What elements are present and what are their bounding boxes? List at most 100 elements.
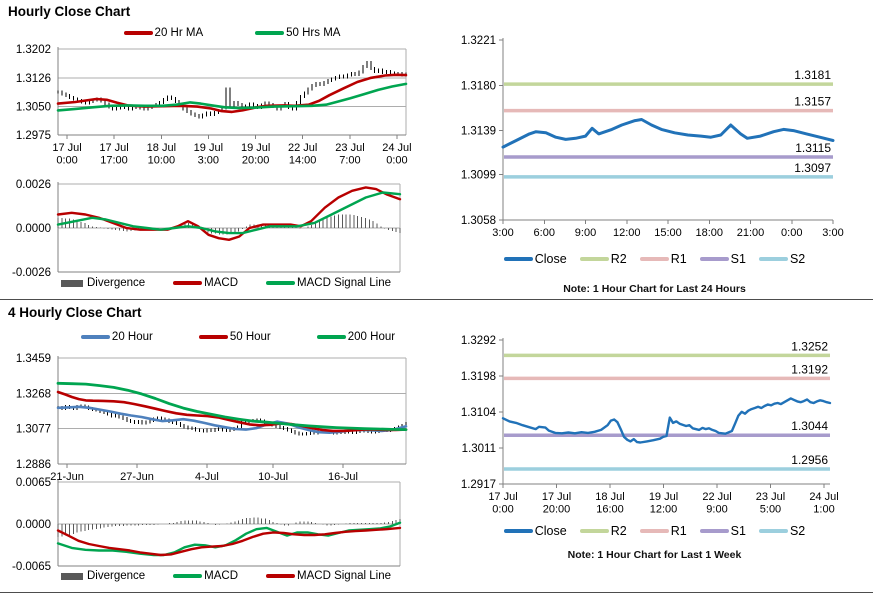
- y-tick-label: 1.3198: [461, 371, 496, 383]
- y-tick-label: 0.0000: [16, 519, 51, 531]
- legend-label: 20 Hour: [111, 331, 153, 343]
- hourly-macd-chart: 0.0026 0.0000 -0.0026: [0, 170, 436, 276]
- series-line-close: [501, 118, 835, 149]
- section-title-hourly: Hourly Close Chart: [8, 4, 131, 19]
- y-tick-label: 1.3011: [462, 443, 496, 455]
- legend-swatch-bar: [60, 572, 83, 580]
- fourhour_macd-svg: 0.0065 0.0000 -0.0065: [12, 477, 402, 571]
- x-tick-label: 22 Jul 9:00: [702, 491, 731, 516]
- legend-item: S1: [699, 524, 746, 538]
- legend-label: S1: [730, 524, 746, 538]
- y-tick-label: 1.3058: [461, 215, 496, 227]
- legend-label: 200 Hour: [347, 331, 396, 343]
- legend-swatch-line: [266, 281, 296, 285]
- legend-fourhour-macd: Divergence MACD MACD Signal Line: [50, 570, 402, 582]
- x-tick-label: 6:00: [534, 227, 555, 239]
- y-tick-label: 0.0000: [16, 223, 51, 235]
- legend-swatch-line: [503, 529, 533, 533]
- series-line-macd: [56, 186, 402, 242]
- legend-swatch-line: [198, 335, 228, 339]
- legend-item: R1: [639, 524, 687, 538]
- series-line-50-hrs-ma: [56, 82, 408, 112]
- legend-hourly-pivot: Close R2 R1 S1 S2: [446, 252, 863, 266]
- legend-item: Divergence: [60, 570, 146, 582]
- legend-label: R2: [610, 252, 627, 266]
- legend-swatch-line: [255, 31, 285, 35]
- legend-item: 20 Hour: [80, 331, 153, 343]
- legend-item: Close: [503, 524, 567, 538]
- legend-item: MACD: [173, 277, 238, 289]
- pivot-label-r2: 1.3181: [794, 68, 831, 82]
- x-tick-label: 4-Jul: [195, 471, 219, 483]
- x-tick-label: 24 Jul 1:00: [809, 491, 838, 516]
- x-tick-label: 9:00: [575, 227, 596, 239]
- legend-item: R1: [639, 252, 687, 266]
- legend-swatch-line: [639, 529, 669, 533]
- y-tick-label: 1.3050: [16, 102, 51, 114]
- legend-item: MACD: [173, 570, 238, 582]
- x-tick-label: 17 Jul 20:00: [542, 491, 571, 516]
- series-line-20-hr-ma: [56, 73, 408, 114]
- pivot-label-r2: 1.3252: [791, 339, 828, 353]
- legend-item: MACD Signal Line: [266, 277, 391, 289]
- section-title-fourhourly: 4 Hourly Close Chart: [8, 305, 142, 320]
- legend-swatch-line: [758, 529, 788, 533]
- y-tick-label: -0.0065: [12, 561, 51, 571]
- legend-label: S2: [789, 252, 806, 266]
- legend-item: Divergence: [60, 277, 146, 289]
- fourhour-pivot-chart: 1.3292 1.3198 1.3104 1.3011 1.2917 17 Jul 0:00…: [436, 330, 873, 525]
- legend-label: S2: [789, 524, 806, 538]
- legend-label: R1: [670, 252, 687, 266]
- hourly-close-chart: 1.3202 1.3126 1.3050 1.2975 17 Jul 0:00 17 Jul…: [0, 42, 436, 172]
- pivot-label-s2: 1.2956: [791, 453, 828, 467]
- legend-label: MACD Signal Line: [297, 277, 391, 289]
- y-tick-label: 1.3077: [16, 424, 51, 436]
- y-tick-label: 1.2975: [16, 130, 51, 142]
- x-tick-label: 21:00: [737, 227, 765, 239]
- legend-label: Divergence: [86, 570, 146, 582]
- hourly-pivot-chart: 1.3221 1.3180 1.3139 1.3099 1.3058 3:00 6:00 9:…: [436, 30, 873, 250]
- section-divider: [0, 299, 873, 300]
- x-tick-label: 24 Jul 0:00: [382, 142, 411, 167]
- legend-item: Close: [503, 252, 567, 266]
- legend-swatch-line: [699, 529, 729, 533]
- legend-swatch-line: [80, 335, 110, 339]
- pivot-label-s1: 1.3044: [791, 419, 828, 433]
- legend-item: R2: [579, 524, 627, 538]
- legend-hourly-macd: Divergence MACD MACD Signal Line: [50, 277, 402, 289]
- x-tick-label: 23 Jul 5:00: [756, 491, 785, 516]
- y-tick-label: 1.3139: [461, 126, 496, 138]
- note-hourly: Note: 1 Hour Chart for Last 24 Hours: [563, 283, 746, 295]
- x-tick-label: 19 Jul 12:00: [649, 491, 678, 516]
- x-tick-label: 18 Jul 10:00: [147, 142, 176, 167]
- legend-label: S1: [730, 252, 746, 266]
- legend-swatch-bar: [60, 279, 83, 287]
- x-tick-label: 17 Jul 17:00: [99, 142, 128, 167]
- pivot-label-s2: 1.3097: [794, 161, 831, 175]
- legend-swatch-line: [173, 574, 203, 578]
- x-tick-label: 19 Jul 3:00: [194, 142, 223, 167]
- legend-label: Close: [534, 252, 567, 266]
- legend-item: S2: [758, 252, 806, 266]
- legend-item: 50 Hour: [198, 331, 271, 343]
- legend-swatch-line: [123, 31, 153, 35]
- pivot-label-r1: 1.3192: [791, 362, 828, 376]
- legend-label: Close: [534, 524, 567, 538]
- legend-swatch-line: [173, 281, 203, 285]
- fourhour-close-chart: 1.3459 1.3268 1.3077 1.2886 21-Jun 27-Jun 4-Ju…: [0, 348, 436, 488]
- y-tick-label: 1.3268: [16, 388, 51, 400]
- x-tick-label: 17 Jul 0:00: [488, 491, 517, 516]
- legend-label: Divergence: [86, 277, 146, 289]
- x-tick-label: 17 Jul 0:00: [52, 142, 81, 167]
- series-line-macd-signal-line: [56, 526, 402, 557]
- y-tick-label: 1.3292: [461, 335, 496, 347]
- x-tick-label: 19 Jul 20:00: [241, 142, 270, 167]
- series-line-close: [501, 397, 832, 444]
- y-tick-label: 1.3099: [461, 170, 496, 182]
- series-line-50-hour: [56, 390, 408, 433]
- legend-swatch-line: [316, 335, 346, 339]
- x-tick-label: 21-Jun: [50, 471, 84, 483]
- series-line-200-hour: [56, 381, 408, 431]
